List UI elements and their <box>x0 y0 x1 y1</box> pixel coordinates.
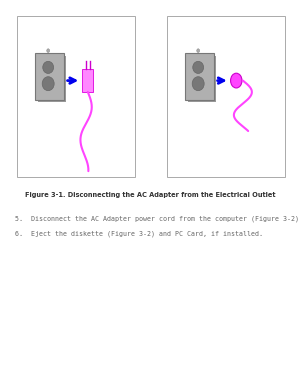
Ellipse shape <box>231 73 242 88</box>
Ellipse shape <box>192 77 204 91</box>
Text: 6.  Eject the diskette (Figure 3-2) and PC Card, if installed.: 6. Eject the diskette (Figure 3-2) and P… <box>15 231 263 237</box>
FancyBboxPatch shape <box>35 54 64 100</box>
Text: 5.  Disconnect the AC Adapter power cord from the computer (Figure 3-2).: 5. Disconnect the AC Adapter power cord … <box>15 215 300 222</box>
Bar <box>167 16 285 177</box>
Ellipse shape <box>197 49 200 52</box>
Ellipse shape <box>43 61 54 73</box>
FancyBboxPatch shape <box>38 56 66 102</box>
Text: Figure 3-1. Disconnecting the AC Adapter from the Electrical Outlet: Figure 3-1. Disconnecting the AC Adapter… <box>25 192 275 198</box>
Bar <box>82 69 94 92</box>
Ellipse shape <box>47 49 50 52</box>
FancyBboxPatch shape <box>185 54 214 100</box>
Ellipse shape <box>193 61 204 73</box>
Ellipse shape <box>42 77 54 91</box>
Bar <box>16 16 135 177</box>
FancyBboxPatch shape <box>188 56 216 102</box>
